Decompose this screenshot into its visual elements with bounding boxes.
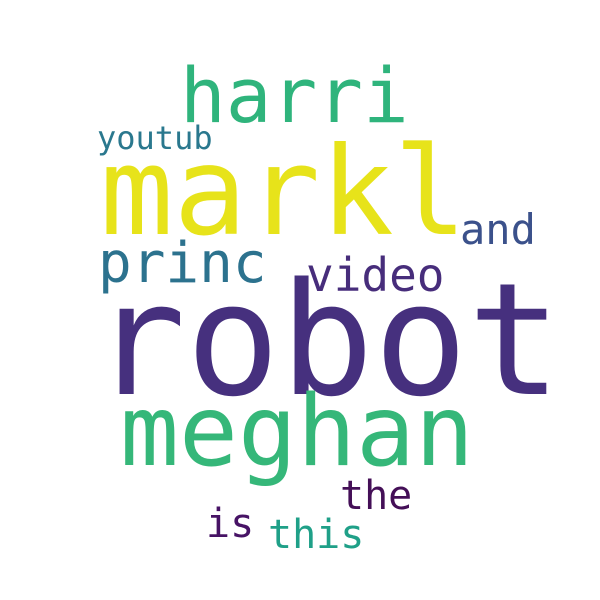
word-is: is	[206, 501, 255, 547]
word-markl: markl	[100, 121, 468, 263]
word-meghan: meghan	[120, 375, 475, 489]
word-harri: harri	[180, 51, 409, 140]
word-youtub: youtub	[97, 119, 213, 157]
word-and: and	[460, 205, 536, 254]
word-robot: robot	[92, 249, 562, 431]
word-the: the	[340, 473, 413, 519]
word-this: this	[268, 512, 365, 558]
word-princ: princ	[98, 231, 267, 296]
word-video: video	[306, 248, 445, 302]
